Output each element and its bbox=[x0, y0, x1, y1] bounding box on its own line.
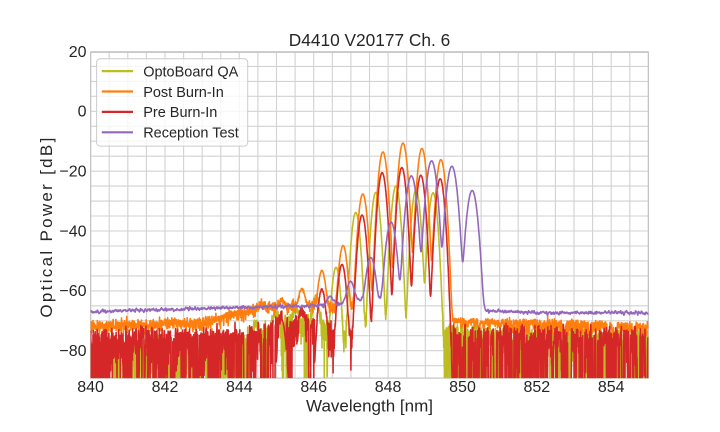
svg-text:−80: −80 bbox=[59, 343, 86, 360]
svg-text:−20: −20 bbox=[59, 164, 86, 181]
svg-text:842: 842 bbox=[152, 379, 179, 396]
svg-text:Pre Burn-In: Pre Burn-In bbox=[143, 105, 217, 121]
svg-text:840: 840 bbox=[77, 379, 104, 396]
svg-text:−40: −40 bbox=[59, 223, 86, 240]
svg-text:Optical Power [dB]: Optical Power [dB] bbox=[37, 135, 56, 317]
svg-text:846: 846 bbox=[300, 379, 327, 396]
svg-text:850: 850 bbox=[449, 379, 476, 396]
svg-text:Reception Test: Reception Test bbox=[143, 126, 239, 142]
svg-text:Post Burn-In: Post Burn-In bbox=[143, 85, 224, 101]
svg-text:848: 848 bbox=[375, 379, 402, 396]
svg-text:0: 0 bbox=[78, 104, 87, 121]
svg-text:844: 844 bbox=[226, 379, 253, 396]
svg-text:−60: −60 bbox=[59, 283, 86, 300]
svg-text:852: 852 bbox=[523, 379, 550, 396]
svg-text:D4410 V20177 Ch. 6: D4410 V20177 Ch. 6 bbox=[289, 30, 450, 50]
svg-text:20: 20 bbox=[69, 44, 87, 61]
svg-text:OptoBoard QA: OptoBoard QA bbox=[143, 64, 238, 80]
svg-text:854: 854 bbox=[598, 379, 625, 396]
svg-text:Wavelength [nm]: Wavelength [nm] bbox=[306, 397, 433, 416]
